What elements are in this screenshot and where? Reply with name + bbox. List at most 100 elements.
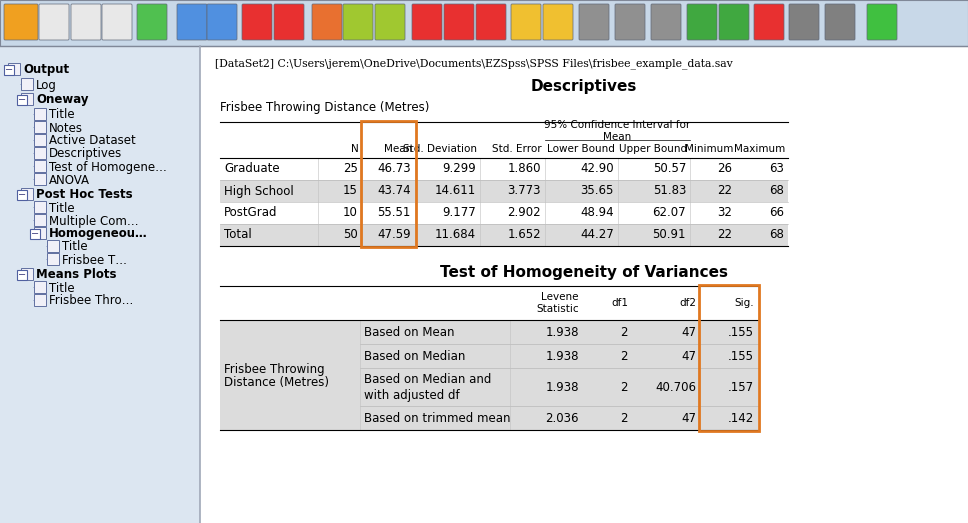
Bar xyxy=(47,253,59,265)
Text: ANOVA: ANOVA xyxy=(49,174,90,187)
Text: 43.74: 43.74 xyxy=(378,185,411,198)
Text: 62.07: 62.07 xyxy=(652,207,686,220)
Bar xyxy=(220,224,788,246)
Bar xyxy=(0,46,200,523)
Bar xyxy=(17,190,27,200)
Text: 3.773: 3.773 xyxy=(507,185,541,198)
Bar xyxy=(8,63,20,75)
Text: 48.94: 48.94 xyxy=(581,207,614,220)
Text: 63: 63 xyxy=(770,163,784,176)
Text: Homogeneou…: Homogeneou… xyxy=(49,228,148,241)
Text: 9.177: 9.177 xyxy=(442,207,476,220)
Text: 1.938: 1.938 xyxy=(546,381,579,394)
Text: .157: .157 xyxy=(728,381,754,394)
Bar xyxy=(17,95,27,105)
Text: Descriptives: Descriptives xyxy=(530,78,637,94)
FancyBboxPatch shape xyxy=(343,4,373,40)
Text: .142: .142 xyxy=(728,412,754,425)
Text: Test of Homogeneity of Variances: Test of Homogeneity of Variances xyxy=(440,265,728,279)
FancyBboxPatch shape xyxy=(4,4,38,40)
Text: 2: 2 xyxy=(620,381,628,394)
Bar xyxy=(34,214,46,226)
Text: 55.51: 55.51 xyxy=(378,207,411,220)
Text: Sig.: Sig. xyxy=(735,298,754,308)
Text: High School: High School xyxy=(224,185,293,198)
Text: 47: 47 xyxy=(681,412,696,425)
Text: 1.860: 1.860 xyxy=(507,163,541,176)
Text: Lower Bound: Lower Bound xyxy=(547,144,615,154)
Text: 2.902: 2.902 xyxy=(507,207,541,220)
FancyBboxPatch shape xyxy=(412,4,442,40)
Text: Upper Bound: Upper Bound xyxy=(619,144,687,154)
Text: .155: .155 xyxy=(728,325,754,338)
FancyBboxPatch shape xyxy=(102,4,132,40)
FancyBboxPatch shape xyxy=(651,4,681,40)
Bar xyxy=(34,227,46,239)
Text: 42.90: 42.90 xyxy=(581,163,614,176)
FancyBboxPatch shape xyxy=(687,4,717,40)
FancyBboxPatch shape xyxy=(137,4,167,40)
Text: 11.684: 11.684 xyxy=(435,229,476,242)
Bar xyxy=(21,78,33,90)
Text: 15: 15 xyxy=(343,185,358,198)
Text: Descriptives: Descriptives xyxy=(49,147,122,161)
Text: 25: 25 xyxy=(343,163,358,176)
Bar xyxy=(220,320,758,430)
Text: 47: 47 xyxy=(681,349,696,362)
Text: 50: 50 xyxy=(344,229,358,242)
FancyBboxPatch shape xyxy=(71,4,101,40)
Bar xyxy=(34,173,46,185)
Text: Frisbee Thro…: Frisbee Thro… xyxy=(49,294,134,308)
Text: −: − xyxy=(18,95,26,105)
Text: 50.57: 50.57 xyxy=(652,163,686,176)
Text: 68: 68 xyxy=(770,185,784,198)
Text: 50.91: 50.91 xyxy=(652,229,686,242)
Bar xyxy=(220,180,788,202)
Text: Active Dataset: Active Dataset xyxy=(49,134,136,147)
Text: Notes: Notes xyxy=(49,121,83,134)
Text: 51.83: 51.83 xyxy=(652,185,686,198)
Text: Title: Title xyxy=(49,108,75,121)
Text: Std. Deviation: Std. Deviation xyxy=(403,144,477,154)
FancyBboxPatch shape xyxy=(312,4,342,40)
Text: Levene
Statistic: Levene Statistic xyxy=(536,292,579,314)
Text: 22: 22 xyxy=(717,185,732,198)
FancyBboxPatch shape xyxy=(207,4,237,40)
Bar xyxy=(21,268,33,280)
Text: Oneway: Oneway xyxy=(36,94,88,107)
Text: Based on Mean: Based on Mean xyxy=(364,325,455,338)
Text: df1: df1 xyxy=(611,298,628,308)
FancyBboxPatch shape xyxy=(543,4,573,40)
Text: Distance (Metres): Distance (Metres) xyxy=(224,376,329,389)
Text: −: − xyxy=(5,65,13,75)
Text: Total: Total xyxy=(224,229,252,242)
Text: 47: 47 xyxy=(681,325,696,338)
Text: 46.73: 46.73 xyxy=(378,163,411,176)
Text: N: N xyxy=(351,144,359,154)
Bar xyxy=(34,294,46,306)
Text: 9.299: 9.299 xyxy=(442,163,476,176)
Text: 2.036: 2.036 xyxy=(546,412,579,425)
Text: Means Plots: Means Plots xyxy=(36,268,116,281)
Text: Multiple Com…: Multiple Com… xyxy=(49,214,138,228)
Bar xyxy=(34,121,46,133)
FancyBboxPatch shape xyxy=(274,4,304,40)
Bar xyxy=(34,108,46,120)
Bar xyxy=(0,0,968,46)
Text: −: − xyxy=(18,190,26,200)
Bar xyxy=(34,147,46,159)
Text: PostGrad: PostGrad xyxy=(224,207,278,220)
Bar xyxy=(21,188,33,200)
Text: Maximum: Maximum xyxy=(734,144,785,154)
Text: −: − xyxy=(31,229,39,239)
Bar xyxy=(545,122,690,140)
Bar xyxy=(21,93,33,105)
Bar xyxy=(34,160,46,172)
Text: 1.938: 1.938 xyxy=(546,325,579,338)
Text: 95% Confidence Interval for
Mean: 95% Confidence Interval for Mean xyxy=(544,120,690,142)
FancyBboxPatch shape xyxy=(39,4,69,40)
Text: Std. Error: Std. Error xyxy=(493,144,542,154)
FancyBboxPatch shape xyxy=(867,4,897,40)
Bar xyxy=(17,270,27,280)
FancyBboxPatch shape xyxy=(579,4,609,40)
